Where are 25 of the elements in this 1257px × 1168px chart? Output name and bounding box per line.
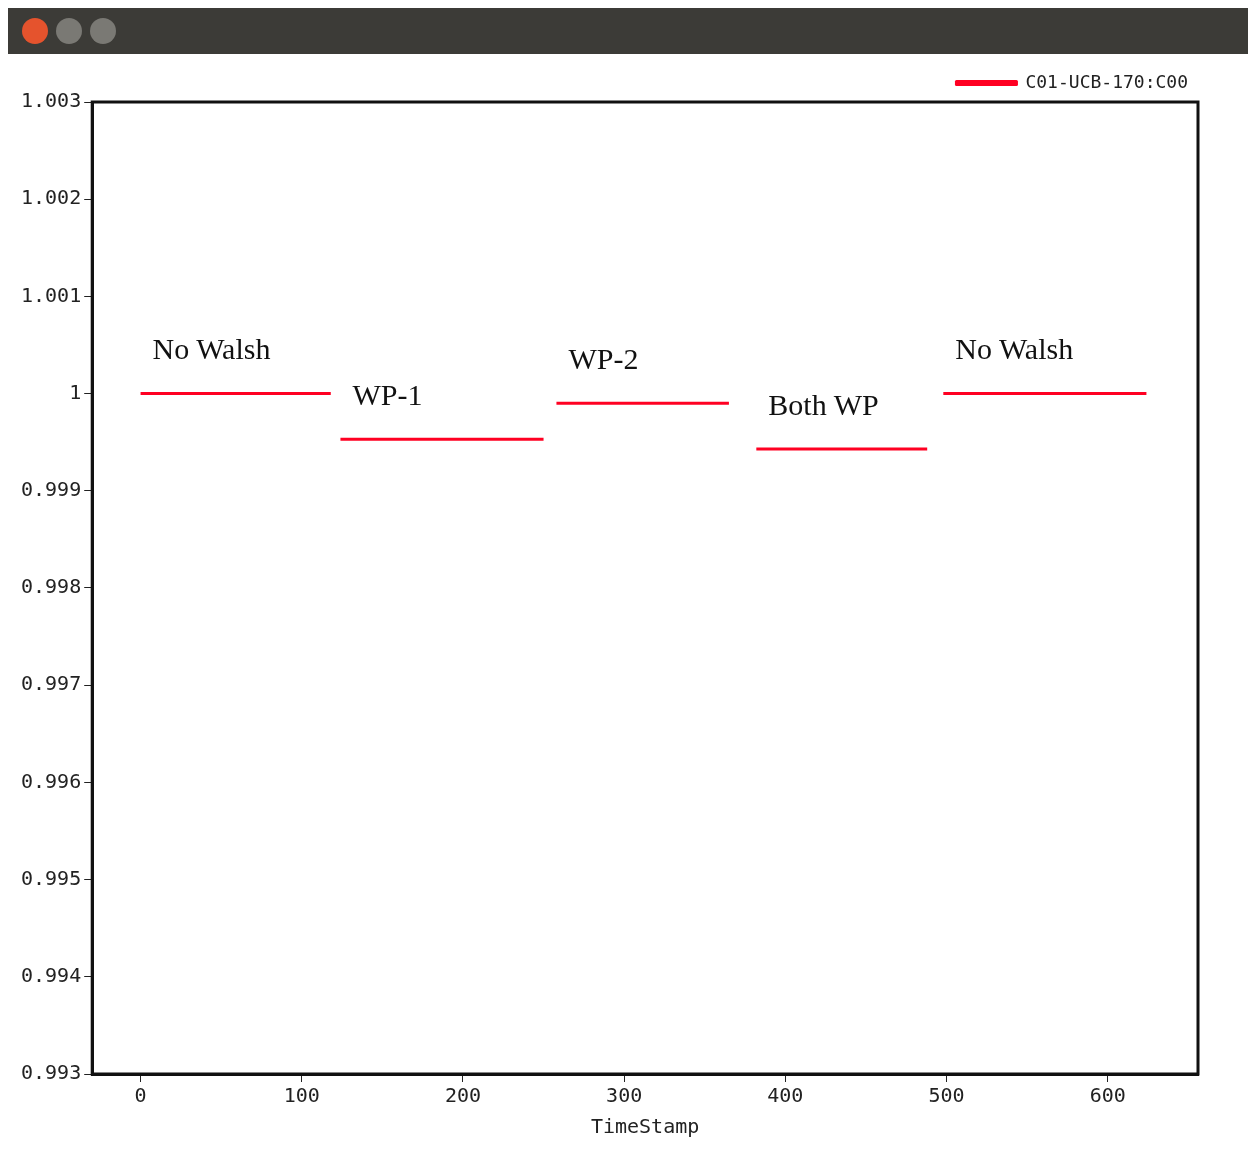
y-tick-label: 0.996: [20, 768, 82, 793]
x-tick-label: 200: [444, 1083, 482, 1108]
x-tick-label: 600: [1089, 1083, 1126, 1108]
y-tick-label: 1: [69, 379, 82, 404]
y-tick-label: 0.994: [20, 963, 82, 987]
y-tick-label: 1.001: [20, 282, 82, 307]
annotation: No Walsh: [152, 332, 271, 366]
y-tick-label: 0.999: [20, 477, 82, 501]
annotation: WP-1: [352, 378, 423, 412]
y-tick-label: 0.997: [20, 671, 82, 696]
annotation: Both WP: [768, 387, 879, 421]
y-tick-label: 0.998: [20, 574, 82, 599]
annotation: WP-2: [568, 342, 639, 376]
x-tick-label: 0: [134, 1083, 147, 1108]
x-axis-title: TimeStamp: [590, 1114, 700, 1139]
y-tick-label: 0.993: [20, 1060, 82, 1085]
x-tick-label: 300: [606, 1083, 643, 1108]
y-tick-label: 1.003: [20, 88, 82, 113]
y-tick-label: 1.002: [20, 185, 82, 210]
annotation: No Walsh: [955, 332, 1074, 366]
x-tick-label: 500: [928, 1083, 965, 1108]
y-tick-label: 0.995: [20, 865, 82, 890]
x-tick-label: 400: [767, 1083, 804, 1108]
legend-label: C01-UCB-170:C00: [1025, 70, 1189, 92]
x-tick-label: 100: [283, 1083, 320, 1108]
